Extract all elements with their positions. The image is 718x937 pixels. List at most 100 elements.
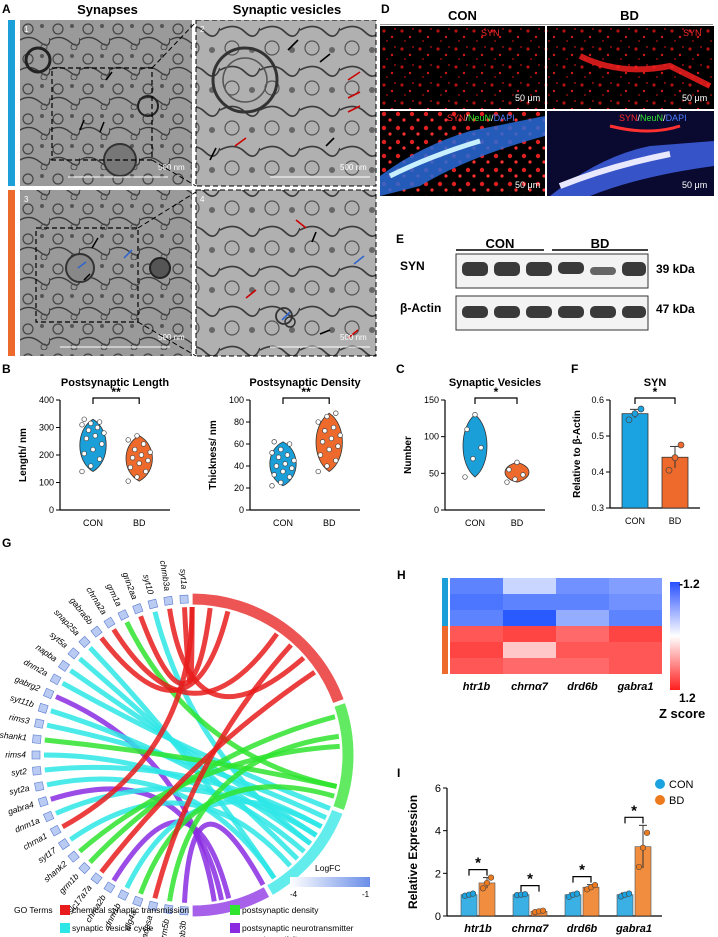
chord-ribbon	[61, 680, 331, 811]
data-point	[317, 452, 324, 458]
gene-box	[163, 904, 174, 915]
heatmap-cell	[609, 658, 662, 674]
y-axis-label: Number	[403, 436, 414, 474]
significance-label: **	[111, 385, 121, 399]
chord-ribbon	[99, 670, 317, 874]
y-tick-label: 2	[435, 868, 441, 880]
data-point	[520, 472, 526, 478]
y-tick-label: 0.4	[591, 467, 604, 477]
fluor-con-syn-label: SYN	[481, 28, 500, 38]
gene-box	[37, 702, 49, 714]
data-point	[88, 463, 94, 469]
legend-marker	[655, 779, 665, 789]
data-point	[328, 435, 335, 442]
chord-ribbon	[167, 733, 340, 902]
chord-ribbon	[111, 628, 279, 696]
gene-box	[57, 838, 70, 851]
data-point	[145, 457, 151, 464]
significance-bracket	[624, 816, 644, 824]
violin-con	[462, 414, 488, 478]
heatmap-cell	[556, 610, 609, 626]
data-point	[278, 479, 284, 486]
gene-label: grm1a	[104, 582, 124, 608]
legend-label: BD	[669, 795, 684, 807]
legend-swatch	[60, 905, 70, 915]
heatmap-col-label: drd6b	[567, 681, 598, 693]
y-axis-label: Length/ nm	[18, 428, 29, 482]
data-point	[506, 467, 512, 473]
charts-b-c-f: Postsynaptic Length0100200300400Length/ …	[18, 377, 700, 528]
em-image-4	[195, 189, 377, 357]
data-point	[462, 474, 468, 480]
chord-ribbon	[182, 821, 266, 903]
fluor-scale-1: 50 μm	[515, 93, 541, 103]
data-point	[280, 468, 286, 475]
gene-box	[31, 750, 41, 760]
legend-title: GO Terms	[14, 905, 53, 915]
data-point	[129, 455, 136, 461]
heatmap-cell	[503, 626, 556, 642]
heatmap-cell	[450, 626, 503, 642]
panel-letter-c: C	[396, 362, 405, 376]
chart-syn-bar: SYN 0.3 0.4 0.5 0.6 Relative to β-Actin CON BD *	[572, 377, 700, 526]
data-point	[472, 412, 478, 418]
data-point	[132, 446, 138, 453]
y-tick-label: 50	[429, 468, 439, 478]
heatmap-cell	[450, 594, 503, 610]
significance-label: *	[527, 871, 533, 888]
legend-label: synaptic vesicle cycle	[72, 923, 154, 933]
data-point	[286, 441, 293, 447]
data-point	[479, 885, 487, 892]
chord-ribbon	[46, 722, 328, 821]
data-point	[143, 468, 149, 475]
y-tick-label: 200	[39, 450, 54, 460]
z-scale-max: -1.2	[679, 577, 700, 591]
con-group-bar	[8, 20, 15, 186]
fluor-con-syn	[380, 26, 545, 109]
data-point	[127, 464, 134, 471]
data-point	[315, 468, 321, 475]
chord-ribbon	[44, 737, 338, 789]
tile-number-4: 4	[200, 195, 205, 204]
gene-label: dnm1a	[13, 815, 41, 835]
chord-ribbon	[138, 784, 335, 895]
gene-box	[34, 718, 45, 729]
gene-box	[78, 861, 91, 875]
y-tick-label: 0	[239, 505, 244, 515]
gene-label: chrnb3a	[158, 560, 173, 592]
heatmap-cell	[503, 658, 556, 674]
significance-label: *	[653, 385, 658, 399]
heatmap-cell	[503, 610, 556, 626]
gene-box	[32, 734, 42, 744]
y-tick-label: 80	[234, 417, 244, 427]
heatmap-cell	[609, 610, 662, 626]
x-tick-label: drd6b	[567, 923, 598, 935]
gene-label: dnm2a	[22, 657, 50, 678]
chart-title: SYN	[644, 377, 667, 389]
data-point	[286, 474, 293, 480]
gene-box	[163, 595, 174, 606]
y-tick-label: 60	[234, 439, 244, 449]
gene-box	[179, 594, 189, 604]
data-point	[136, 460, 142, 466]
fluor-images	[380, 26, 714, 196]
data-point	[289, 465, 295, 471]
legend-label: CON	[669, 779, 694, 791]
gene-box	[103, 616, 116, 629]
gene-box	[132, 603, 144, 615]
chord-ribbon	[55, 694, 217, 902]
data-point	[521, 891, 529, 898]
heatmap-cell	[450, 658, 503, 674]
data-point	[96, 419, 103, 425]
chord-ribbon	[46, 776, 277, 880]
zoom-box-1	[51, 67, 153, 161]
chord-ribbon	[61, 606, 195, 830]
chart-postsynaptic-length: Postsynaptic Length 0 100 200 300 400 Length/ …	[18, 377, 170, 528]
data-point	[271, 472, 277, 478]
heatmap-cell	[503, 594, 556, 610]
blot-kda-actin: 47 kDa	[656, 302, 695, 316]
logfc-label: LogFC	[315, 863, 341, 873]
chart-synaptic-vesicles: Synaptic Vesicles 0 50 100 150 Number CON BD *	[403, 377, 545, 528]
blot-row-syn: SYN	[400, 259, 425, 273]
gene-box	[147, 598, 159, 610]
